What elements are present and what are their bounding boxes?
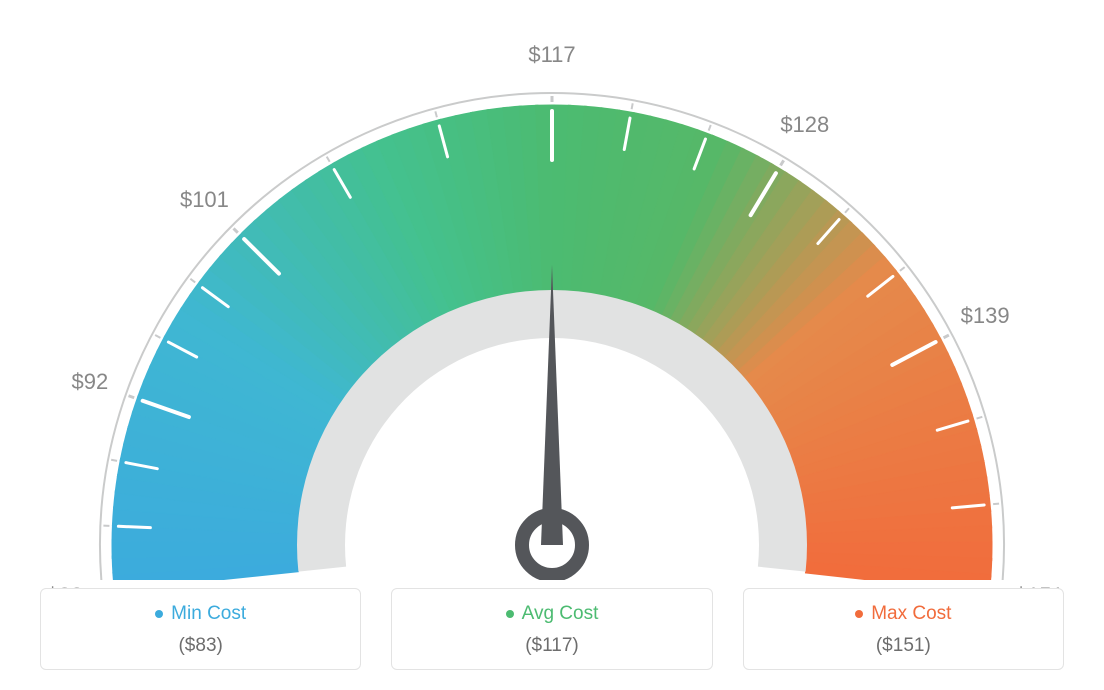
legend-value-min: ($83) <box>51 635 350 657</box>
gauge-tick-label: $139 <box>961 303 1010 329</box>
legend-label-avg: Avg Cost <box>522 603 599 625</box>
legend-dot-min <box>155 610 163 618</box>
legend-card-avg: Avg Cost ($117) <box>391 588 712 670</box>
legend-title-avg: Avg Cost <box>506 603 599 625</box>
legend-value-max: ($151) <box>754 635 1053 657</box>
legend-title-max: Max Cost <box>855 603 951 625</box>
gauge-tick-label: $92 <box>71 369 108 395</box>
gauge-tick-label: $117 <box>528 42 575 68</box>
legend-title-min: Min Cost <box>155 603 246 625</box>
gauge-area: $83$92$101$117$128$139$151 <box>0 0 1104 580</box>
legend-label-min: Min Cost <box>171 603 246 625</box>
legend-value-avg: ($117) <box>402 635 701 657</box>
legend-card-min: Min Cost ($83) <box>40 588 361 670</box>
legend-dot-avg <box>506 610 514 618</box>
gauge-tick-label: $101 <box>180 187 229 213</box>
gauge-svg <box>0 0 1104 580</box>
legend-dot-max <box>855 610 863 618</box>
legend-label-max: Max Cost <box>871 603 951 625</box>
gauge-tick-label: $128 <box>780 112 829 138</box>
legend-card-max: Max Cost ($151) <box>743 588 1064 670</box>
legend-row: Min Cost ($83) Avg Cost ($117) Max Cost … <box>0 588 1104 670</box>
cost-gauge-infographic: $83$92$101$117$128$139$151 Min Cost ($83… <box>0 0 1104 690</box>
